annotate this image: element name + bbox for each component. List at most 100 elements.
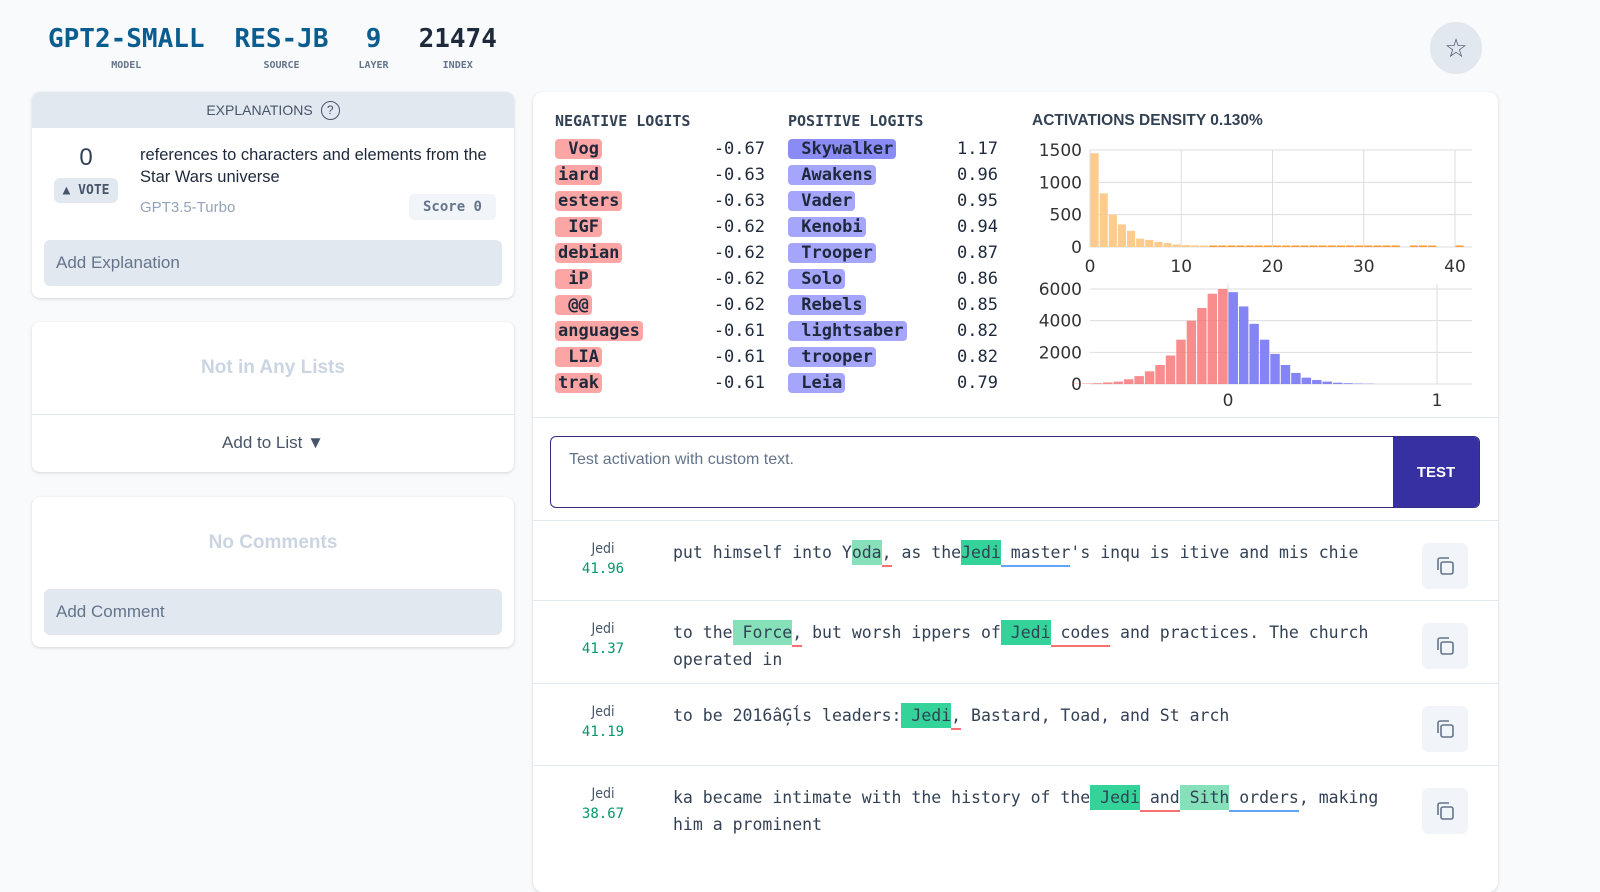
example-token[interactable]: as the — [892, 540, 962, 565]
test-activation-box: Test activation with custom text. TEST — [550, 436, 1480, 508]
histogram-bar — [1282, 246, 1290, 248]
histogram-bar — [1456, 246, 1464, 248]
histogram-bar — [1328, 246, 1336, 248]
example-text: to the Force, but worsh ippers of Jedi c… — [673, 601, 1393, 683]
copy-button[interactable] — [1422, 543, 1468, 589]
histogram-bar — [1419, 246, 1427, 248]
example-token[interactable]: put himself into Y — [673, 540, 852, 565]
example-token[interactable]: , — [792, 620, 802, 647]
histogram-bar — [1118, 224, 1126, 247]
histogram-bar-negative — [1093, 383, 1102, 384]
example-token[interactable]: to be 2016âĢĺs leaders: — [673, 703, 901, 728]
y-tick-label: 4000 — [1039, 312, 1082, 332]
star-button[interactable]: ☆ — [1430, 22, 1482, 74]
histogram-bar-positive — [1291, 373, 1300, 384]
histogram-bar-negative — [1155, 365, 1164, 384]
help-icon[interactable]: ? — [321, 101, 340, 120]
example-text: to be 2016âĢĺs leaders: Jedi, Bastard, T… — [673, 684, 1393, 765]
example-top-token: Jedi — [533, 541, 673, 557]
histogram-bar — [1145, 240, 1153, 247]
explanation-author: GPT3.5-Turbo — [140, 199, 235, 216]
histogram-bar-positive — [1270, 354, 1279, 384]
explanations-title: EXPLANATIONS — [206, 102, 312, 118]
copy-icon — [1434, 800, 1456, 822]
histogram-bar — [1255, 246, 1263, 248]
layer-value[interactable]: 9 — [366, 24, 382, 54]
histogram-bar — [1300, 246, 1308, 248]
example-token[interactable]: Jedi — [901, 703, 951, 728]
histogram-bar — [1164, 243, 1172, 247]
histogram-bar — [1173, 244, 1181, 247]
example-token[interactable]: oda — [852, 540, 882, 565]
histogram-bar — [1310, 246, 1318, 248]
example-activation: 41.37 — [533, 641, 673, 657]
model-value[interactable]: GPT2-SMALL — [48, 24, 205, 54]
histogram-bar — [1392, 246, 1400, 248]
histogram-bar-positive — [1302, 378, 1311, 384]
histogram-bar — [1337, 246, 1345, 248]
example-token[interactable]: Force — [733, 620, 793, 645]
histogram-bar — [1373, 246, 1381, 248]
example-text: put himself into Yoda, as theJedi master… — [673, 521, 1393, 600]
example-token[interactable]: , — [882, 540, 892, 567]
example-token[interactable]: codes — [1051, 620, 1111, 647]
y-tick-label: 6000 — [1039, 280, 1082, 300]
y-tick-label: 1500 — [1039, 141, 1082, 161]
histogram-bar — [1273, 246, 1281, 248]
histogram-bar — [1227, 246, 1235, 248]
test-button[interactable]: TEST — [1393, 437, 1479, 507]
add-comment-input[interactable]: Add Comment — [44, 589, 502, 635]
copy-button[interactable] — [1422, 623, 1468, 669]
comments-empty: No Comments — [32, 497, 514, 589]
test-text-input[interactable]: Test activation with custom text. — [551, 437, 1393, 507]
histogram-bar — [1182, 245, 1190, 247]
vote-button[interactable]: ▲ VOTE — [54, 178, 119, 203]
x-tick-label: 20 — [1262, 257, 1284, 277]
histogram-bar-negative — [1114, 382, 1123, 384]
example-token[interactable]: but worsh ippers of — [802, 620, 1001, 645]
copy-icon — [1434, 718, 1456, 740]
layer-label: LAYER — [358, 60, 388, 71]
add-to-list-button[interactable]: Add to List ▼ — [32, 415, 514, 471]
example-token[interactable]: Jedi — [1090, 785, 1140, 810]
example-token[interactable]: Bastard, Toad, and St arch — [961, 703, 1229, 728]
histogram-bar-negative — [1124, 379, 1133, 384]
histogram-bar — [1109, 215, 1117, 247]
explanation-text: references to characters and elements fr… — [140, 144, 496, 188]
example-token[interactable]: , — [951, 703, 961, 730]
histogram-bar — [1091, 153, 1099, 247]
example-top-token: Jedi — [533, 621, 673, 637]
histogram-bar — [1218, 246, 1226, 248]
y-tick-label: 2000 — [1039, 343, 1082, 363]
histogram-bar — [1191, 245, 1199, 247]
example-token[interactable]: orders — [1229, 785, 1299, 812]
y-tick-label: 0 — [1071, 375, 1082, 395]
example-token[interactable]: Jedi — [1001, 620, 1051, 645]
example-token[interactable]: Jedi — [961, 540, 1001, 565]
histogram-bar — [1410, 246, 1418, 248]
copy-button[interactable] — [1422, 706, 1468, 752]
source-value[interactable]: RES-JB — [235, 24, 329, 54]
example-token[interactable]: and — [1140, 785, 1180, 812]
example-token[interactable]: 's inqu is itive and mis chie — [1070, 540, 1358, 565]
add-explanation-input[interactable]: Add Explanation — [44, 240, 502, 286]
example-token[interactable]: Sith — [1180, 785, 1230, 810]
histogram-bar-negative — [1176, 340, 1185, 384]
example-token[interactable]: to the — [673, 620, 733, 645]
copy-button[interactable] — [1422, 788, 1468, 834]
example-activation: 41.19 — [533, 724, 673, 740]
y-tick-label: 1000 — [1039, 173, 1082, 193]
histogram-bar-negative — [1218, 289, 1227, 384]
example-token[interactable]: ka became intimate with the history of t… — [673, 785, 1090, 810]
histogram-bar — [1355, 246, 1363, 248]
histogram-bar — [1319, 246, 1327, 248]
example-token[interactable]: master — [1001, 540, 1071, 567]
histogram-bar-positive — [1229, 292, 1238, 384]
histogram-bar — [1154, 242, 1162, 247]
x-tick-label: 0 — [1223, 391, 1234, 411]
